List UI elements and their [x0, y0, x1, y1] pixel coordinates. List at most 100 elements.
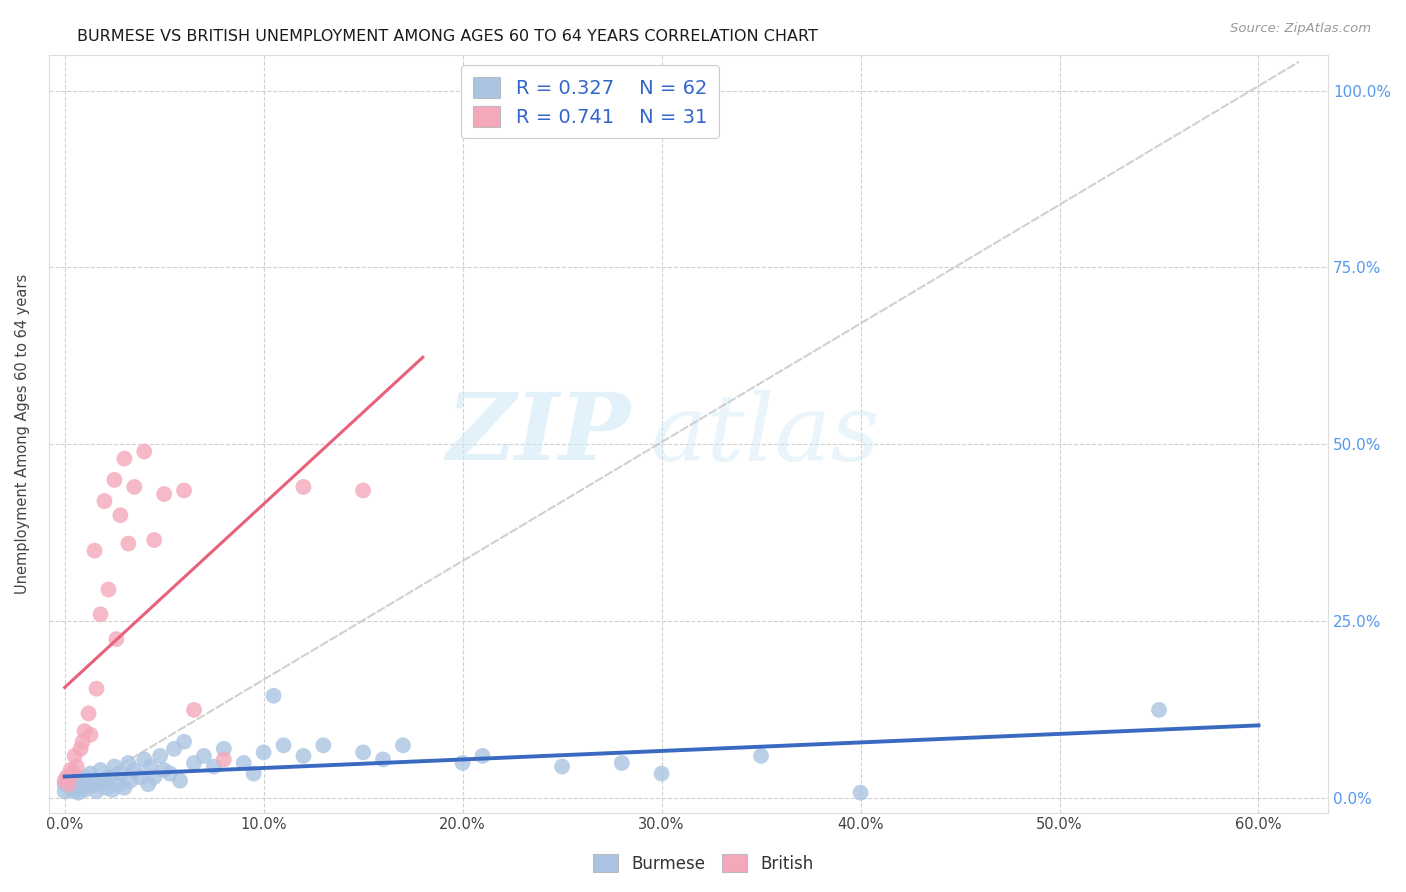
Point	[149, 748, 172, 763]
Point	[73, 724, 96, 739]
Point	[77, 773, 100, 788]
Point	[77, 706, 100, 721]
Point	[292, 748, 315, 763]
Point	[110, 508, 132, 523]
Point	[103, 759, 125, 773]
Legend: R = 0.327    N = 62, R = 0.741    N = 31: R = 0.327 N = 62, R = 0.741 N = 31	[461, 65, 718, 138]
Point	[69, 741, 91, 756]
Point	[551, 759, 574, 773]
Point	[849, 786, 872, 800]
Point	[124, 763, 146, 777]
Point	[471, 748, 494, 763]
Point	[67, 786, 90, 800]
Point	[73, 770, 96, 784]
Point	[59, 763, 82, 777]
Point	[153, 487, 176, 501]
Point	[58, 777, 80, 791]
Point	[62, 773, 84, 788]
Point	[134, 444, 156, 458]
Text: BURMESE VS BRITISH UNEMPLOYMENT AMONG AGES 60 TO 64 YEARS CORRELATION CHART: BURMESE VS BRITISH UNEMPLOYMENT AMONG AG…	[77, 29, 818, 44]
Point	[53, 777, 76, 791]
Point	[82, 779, 104, 793]
Point	[120, 773, 142, 788]
Point	[202, 759, 225, 773]
Point	[117, 536, 139, 550]
Text: ZIP: ZIP	[447, 389, 631, 479]
Point	[292, 480, 315, 494]
Point	[103, 473, 125, 487]
Point	[312, 739, 335, 753]
Point	[242, 766, 264, 780]
Point	[89, 763, 111, 777]
Point	[93, 773, 115, 788]
Point	[63, 748, 86, 763]
Point	[159, 766, 181, 780]
Point	[86, 681, 108, 696]
Point	[79, 766, 101, 780]
Point	[107, 777, 129, 791]
Point	[72, 735, 94, 749]
Point	[134, 752, 156, 766]
Point	[451, 756, 474, 770]
Point	[173, 735, 195, 749]
Text: atlas: atlas	[651, 391, 880, 481]
Point	[136, 777, 159, 791]
Point	[129, 770, 152, 784]
Point	[117, 756, 139, 770]
Point	[371, 752, 394, 766]
Point	[1147, 703, 1170, 717]
Point	[72, 780, 94, 795]
Point	[253, 745, 276, 759]
Point	[55, 770, 77, 784]
Point	[93, 494, 115, 508]
Point	[183, 756, 205, 770]
Point	[193, 748, 215, 763]
Point	[124, 480, 146, 494]
Point	[110, 766, 132, 780]
Point	[212, 741, 235, 756]
Point	[58, 779, 80, 793]
Point	[263, 689, 285, 703]
Point	[273, 739, 295, 753]
Text: Source: ZipAtlas.com: Source: ZipAtlas.com	[1230, 22, 1371, 36]
Point	[143, 770, 166, 784]
Point	[112, 451, 135, 466]
Point	[73, 783, 96, 797]
Point	[352, 483, 374, 498]
Point	[749, 748, 772, 763]
Point	[79, 728, 101, 742]
Point	[392, 739, 415, 753]
Point	[173, 483, 195, 498]
Point	[59, 780, 82, 795]
Point	[62, 766, 84, 780]
Point	[232, 756, 254, 770]
Point	[97, 770, 120, 784]
Point	[97, 582, 120, 597]
Point	[153, 763, 176, 777]
Point	[53, 773, 76, 788]
Point	[163, 741, 186, 756]
Point	[212, 752, 235, 766]
Point	[86, 784, 108, 798]
Point	[101, 783, 124, 797]
Legend: Burmese, British: Burmese, British	[586, 847, 820, 880]
Point	[183, 703, 205, 717]
Point	[65, 759, 87, 773]
Point	[112, 780, 135, 795]
Point	[89, 607, 111, 622]
Point	[169, 773, 191, 788]
Point	[83, 543, 105, 558]
Point	[143, 533, 166, 547]
Point	[651, 766, 673, 780]
Point	[610, 756, 633, 770]
Point	[105, 632, 128, 646]
Y-axis label: Unemployment Among Ages 60 to 64 years: Unemployment Among Ages 60 to 64 years	[15, 274, 30, 594]
Point	[63, 784, 86, 798]
Point	[69, 776, 91, 790]
Point	[65, 770, 87, 784]
Point	[83, 777, 105, 791]
Point	[53, 784, 76, 798]
Point	[96, 780, 118, 795]
Point	[139, 759, 162, 773]
Point	[352, 745, 374, 759]
